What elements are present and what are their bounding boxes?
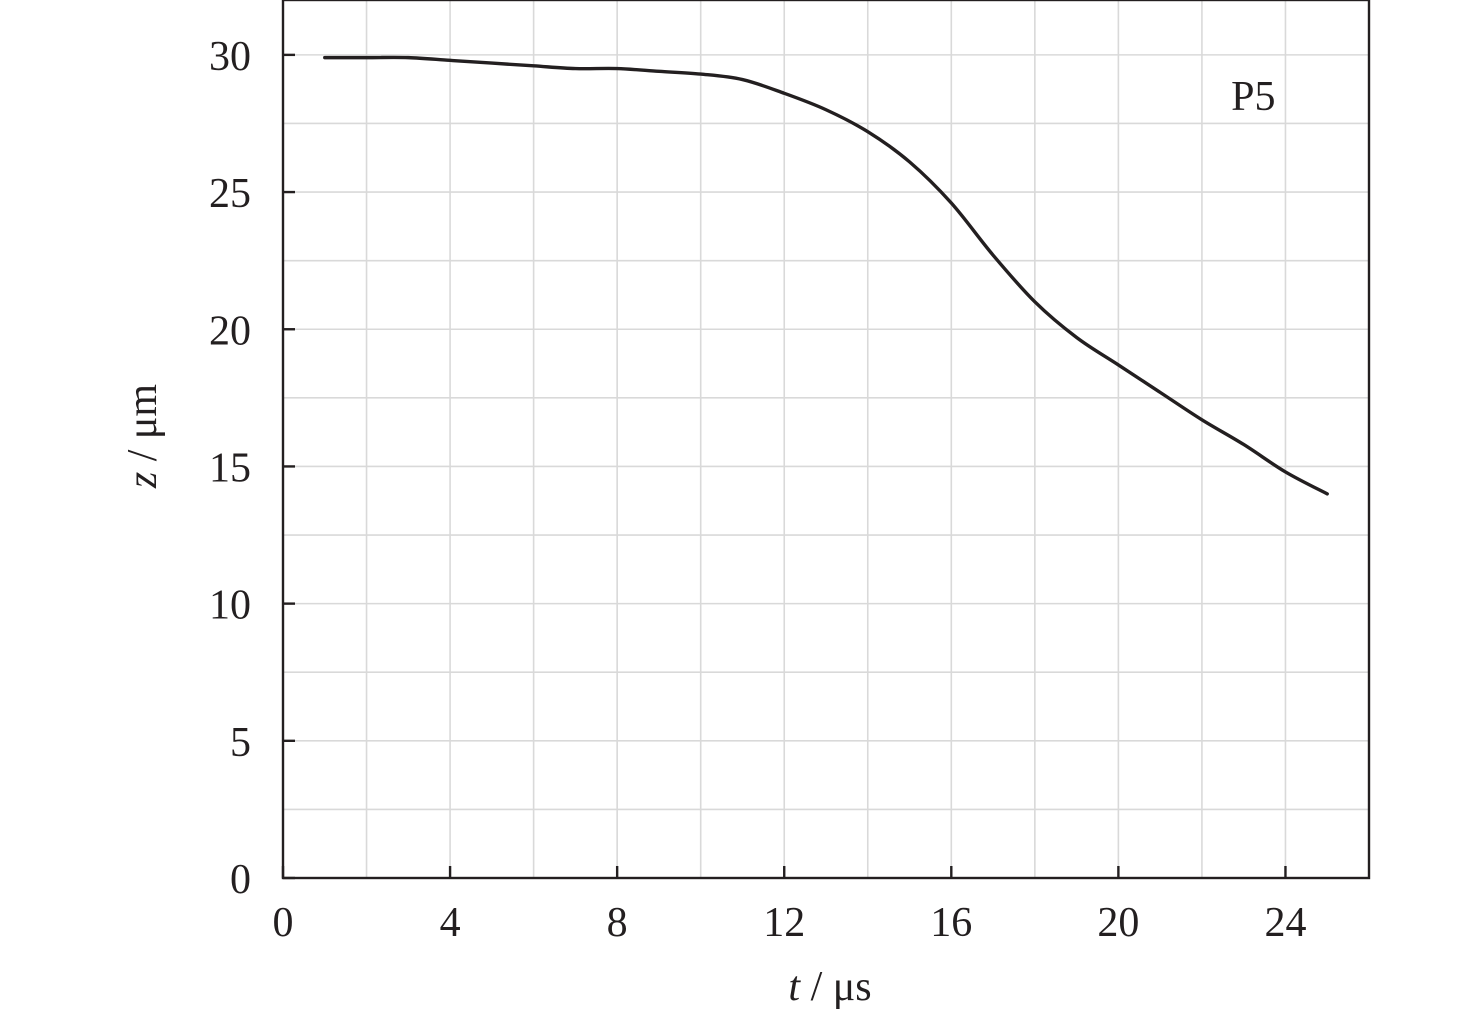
y-tick-label: 10 [209,583,251,629]
x-tick-label: 24 [1264,900,1306,946]
plot-frame [281,0,1371,880]
y-tick-labels: 0 5 10 15 20 25 30 [209,34,251,903]
x-axis-unit: / μs [800,964,872,1010]
y-tick-label: 5 [230,720,251,766]
x-tick-label: 0 [273,900,294,946]
axis-ticks [281,53,1287,880]
y-axis-variable: z [120,472,166,489]
x-axis-label: t / μs [788,964,871,1010]
y-tick-label: 20 [209,308,251,354]
x-tick-label: 12 [763,900,805,946]
x-tick-label: 8 [607,900,628,946]
x-tick-label: 16 [930,900,972,946]
y-tick-label: 15 [209,445,251,491]
x-tick-labels: 0 4 8 12 16 20 24 [273,900,1307,946]
series-annotation: P5 [1231,74,1275,120]
y-axis-label: z / μm [120,384,166,490]
x-tick-label: 4 [440,900,461,946]
series-line [323,55,1329,496]
x-axis-variable: t [788,964,801,1010]
y-tick-label: 30 [209,34,251,80]
y-axis-unit: / μm [120,384,166,472]
y-tick-label: 0 [230,857,251,903]
x-tick-label: 20 [1097,900,1139,946]
y-tick-label: 25 [209,171,251,217]
grid-lines [283,0,1369,878]
series-group [323,55,1329,496]
